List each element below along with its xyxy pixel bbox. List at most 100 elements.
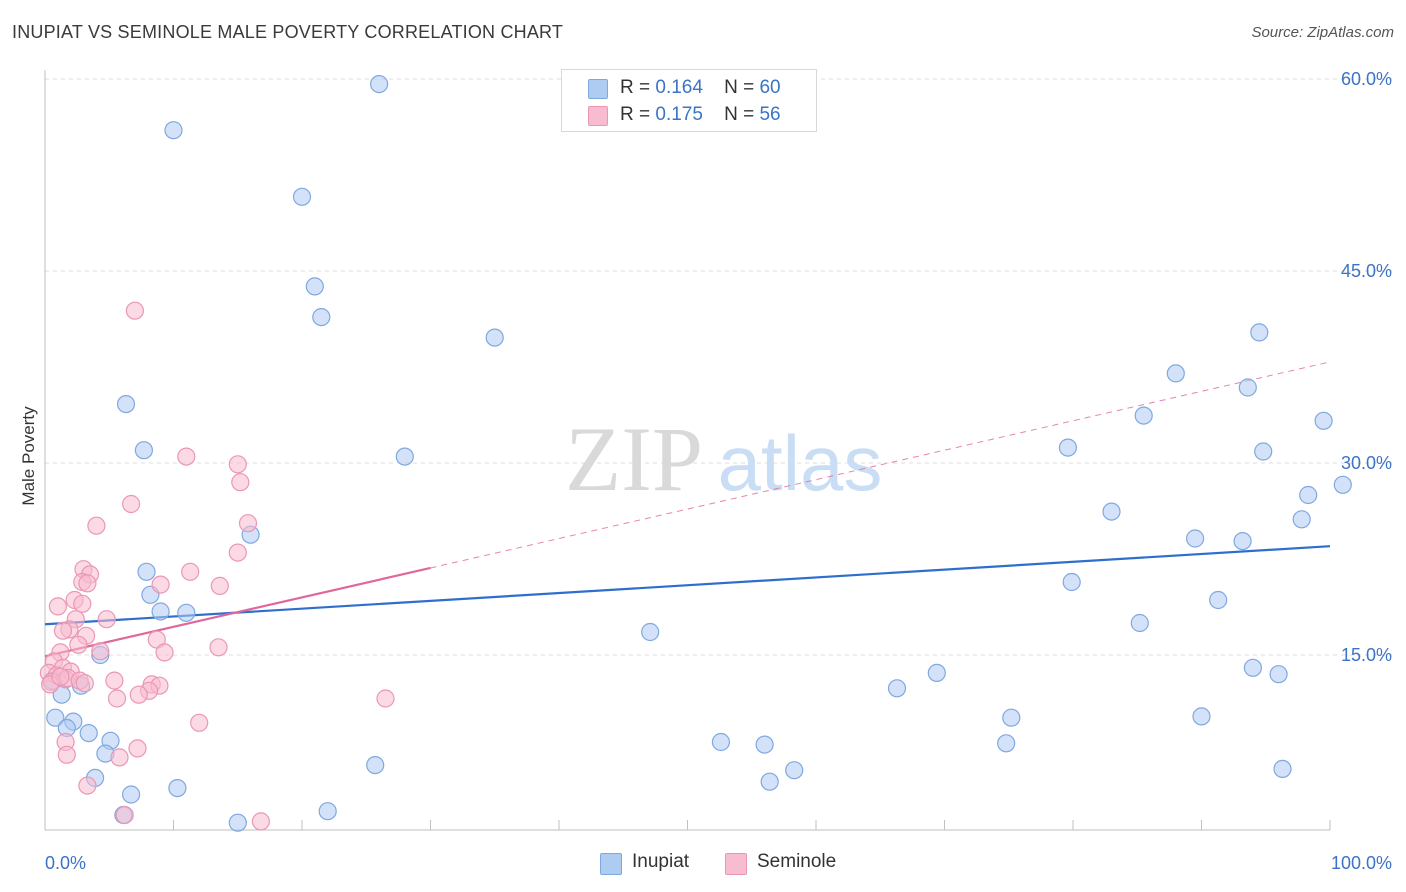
data-point-inupiat — [168, 778, 187, 798]
data-point-inupiat — [177, 603, 196, 622]
legend-swatch-seminole — [588, 106, 608, 126]
data-point-seminole — [151, 575, 170, 594]
data-point-inupiat — [1058, 438, 1078, 457]
data-point-inupiat — [760, 772, 779, 791]
x-tick-label: 100.0% — [1331, 853, 1392, 873]
grid-lines — [45, 78, 1392, 656]
legend-r-value-inupiat: 0.164 — [655, 77, 703, 98]
legend-n-value-seminole: 56 — [759, 104, 781, 125]
legend-n-value-inupiat: 60 — [759, 77, 781, 98]
data-point-seminole — [376, 689, 395, 708]
trend-lines — [44, 361, 1331, 658]
data-point-inupiat — [785, 761, 804, 780]
data-point-seminole — [122, 494, 141, 514]
data-point-seminole — [129, 685, 148, 704]
data-point-inupiat — [46, 708, 65, 727]
trend-line-seminole — [44, 566, 431, 658]
watermark-atlas: atlas — [718, 419, 883, 507]
data-point-seminole — [78, 574, 97, 593]
data-point-seminole — [51, 667, 70, 686]
data-point-inupiat — [997, 734, 1016, 753]
data-point-inupiat — [164, 121, 183, 140]
data-point-seminole — [107, 689, 127, 708]
data-point-inupiat — [228, 813, 247, 832]
data-point-inupiat — [927, 663, 946, 683]
trend-line-inupiat — [44, 545, 1331, 626]
data-point-inupiat — [887, 679, 907, 698]
data-point-inupiat — [1292, 510, 1311, 529]
data-point-inupiat — [312, 308, 331, 327]
data-point-inupiat — [1130, 613, 1149, 633]
data-point-seminole — [181, 562, 200, 581]
data-point-seminole — [238, 514, 258, 533]
bottom-legend-label-inupiat: Inupiat — [632, 851, 690, 872]
data-point-inupiat — [1209, 590, 1228, 610]
data-point-inupiat — [1243, 658, 1263, 677]
data-point-seminole — [115, 805, 134, 825]
data-point-seminole — [75, 674, 94, 693]
data-point-seminole — [57, 745, 76, 764]
data-point-inupiat — [370, 74, 389, 94]
data-point-inupiat — [1273, 759, 1292, 779]
data-point-seminole — [210, 576, 229, 596]
data-point-inupiat — [1002, 708, 1021, 727]
data-point-seminole — [105, 671, 124, 690]
data-point-seminole — [128, 739, 147, 758]
data-point-inupiat — [1185, 529, 1205, 548]
data-point-inupiat — [1062, 572, 1081, 592]
data-point-inupiat — [1250, 323, 1269, 342]
data-points — [39, 74, 1352, 832]
bottom-legend-label-seminole: Seminole — [757, 851, 837, 872]
chart-title: INUPIAT VS SEMINOLE MALE POVERTY CORRELA… — [12, 22, 564, 42]
data-point-inupiat — [366, 755, 385, 775]
legend-n-label: N = — [724, 104, 755, 125]
data-point-seminole — [78, 776, 97, 795]
data-point-seminole — [53, 621, 73, 640]
data-point-seminole — [155, 643, 174, 662]
y-tick-label: 30.0% — [1341, 453, 1392, 473]
data-point-inupiat — [1233, 531, 1252, 551]
bottom-legend-swatch-inupiat — [600, 853, 622, 875]
tick-labels: 15.0% 30.0% 45.0% 60.0% 0.0% 100.0% — [45, 69, 1392, 873]
data-point-inupiat — [1102, 502, 1121, 521]
y-axis-label: Male Poverty — [19, 406, 38, 506]
data-point-inupiat — [305, 277, 324, 296]
data-point-inupiat — [122, 785, 141, 804]
y-tick-label: 60.0% — [1341, 69, 1392, 89]
data-point-inupiat — [1166, 364, 1185, 383]
data-point-inupiat — [151, 602, 170, 621]
data-point-inupiat — [755, 735, 774, 754]
data-point-inupiat — [292, 187, 312, 206]
data-point-inupiat — [485, 328, 504, 347]
data-point-seminole — [125, 301, 144, 320]
data-point-inupiat — [134, 441, 153, 460]
data-point-seminole — [91, 642, 110, 661]
y-tick-label: 15.0% — [1341, 645, 1392, 665]
data-point-inupiat — [1333, 475, 1352, 494]
data-point-seminole — [177, 447, 196, 466]
data-point-inupiat — [318, 802, 337, 821]
data-point-inupiat — [1192, 707, 1211, 726]
legend-r-label: R = — [620, 104, 651, 125]
data-point-seminole — [69, 635, 88, 654]
data-point-seminole — [190, 713, 209, 732]
data-point-seminole — [228, 543, 247, 562]
data-point-seminole — [87, 516, 106, 535]
y-tick-label: 45.0% — [1341, 261, 1392, 281]
data-point-seminole — [73, 594, 92, 613]
x-tick-label: 0.0% — [45, 853, 86, 873]
data-point-seminole — [228, 455, 247, 474]
data-point-seminole — [231, 473, 250, 492]
data-point-inupiat — [1299, 485, 1318, 505]
data-point-inupiat — [1314, 411, 1333, 430]
data-point-inupiat — [1134, 406, 1153, 425]
bottom-legend-swatch-seminole — [725, 853, 747, 875]
stats-legend: R = 0.164 N = 60 R = 0.175 N = 56 — [561, 69, 817, 132]
data-point-inupiat — [1269, 665, 1288, 684]
data-point-inupiat — [641, 622, 660, 642]
legend-r-value-seminole: 0.175 — [655, 104, 703, 125]
legend-n-label: N = — [724, 77, 755, 98]
watermark-zip: ZIP — [565, 408, 703, 510]
source-label: Source: ZipAtlas.com — [1251, 24, 1394, 41]
